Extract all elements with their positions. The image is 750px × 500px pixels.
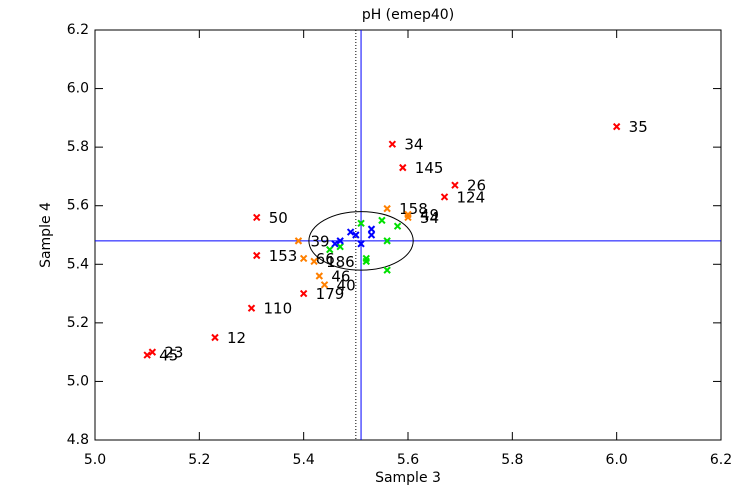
y-tick-label: 5.2	[67, 315, 89, 331]
point	[388, 140, 397, 148]
point	[367, 225, 376, 233]
point	[352, 231, 360, 239]
point-label: 110	[264, 300, 293, 318]
point	[331, 240, 339, 248]
point	[383, 266, 391, 274]
point	[357, 219, 365, 227]
y-axis-label: Sample 4	[38, 202, 54, 268]
point	[336, 243, 344, 251]
point-label: 145	[415, 159, 444, 177]
y-tick-label: 4.8	[67, 432, 89, 448]
point	[143, 351, 151, 359]
x-tick-label: 5.0	[84, 452, 106, 468]
point-label: 179	[316, 285, 345, 303]
point-label: 12	[227, 329, 246, 347]
point-label: 66	[316, 250, 335, 268]
point	[367, 231, 376, 239]
point-label: 39	[310, 232, 329, 250]
point	[310, 257, 318, 266]
x-tick-label: 5.6	[397, 452, 419, 468]
point	[404, 213, 412, 222]
point	[299, 254, 308, 263]
y-tick-label: 5.6	[67, 198, 89, 214]
y-tick-label: 6.0	[67, 81, 89, 97]
point	[336, 237, 344, 245]
y-tick-label: 5.0	[67, 373, 89, 389]
x-tick-label: 5.2	[188, 452, 210, 468]
point	[383, 204, 391, 213]
x-tick-label: 5.4	[293, 452, 315, 468]
point-label: 186	[326, 253, 355, 271]
point-label: 45	[159, 347, 178, 365]
point-label: 35	[629, 118, 648, 136]
x-tick-label: 5.8	[501, 452, 523, 468]
y-tick-label: 5.8	[67, 139, 89, 155]
point-label: 26	[467, 177, 486, 195]
point	[148, 348, 157, 356]
point	[393, 222, 402, 230]
point	[247, 304, 256, 312]
point-label: 50	[269, 209, 288, 227]
point-label: 40	[337, 276, 356, 294]
point	[294, 237, 303, 245]
point	[362, 257, 370, 266]
point	[357, 240, 365, 248]
point	[399, 163, 407, 172]
point	[378, 216, 386, 225]
plot-frame	[94, 29, 722, 441]
point-label: 34	[404, 136, 423, 154]
point-label: 49	[420, 206, 439, 224]
x-tick-label: 6.2	[710, 452, 732, 468]
y-tick-label: 5.4	[67, 256, 89, 272]
point-label: 46	[331, 268, 350, 286]
chart-title: pH (emep40)	[362, 7, 454, 23]
point	[299, 289, 308, 298]
point	[326, 245, 334, 254]
x-tick-label: 6.0	[606, 452, 628, 468]
point-label: 23	[164, 344, 183, 362]
x-axis-label: Sample 3	[375, 470, 441, 486]
point	[253, 251, 261, 260]
spread-ellipse	[308, 211, 414, 271]
point	[612, 122, 621, 131]
point	[211, 333, 219, 342]
y-tick-label: 6.2	[67, 22, 89, 38]
point-label: 54	[420, 209, 439, 227]
point	[440, 193, 449, 201]
point	[346, 228, 355, 236]
point	[253, 213, 261, 222]
point	[315, 272, 324, 280]
point-label: 124	[457, 188, 486, 206]
point-label: 153	[269, 247, 298, 265]
point	[320, 281, 329, 289]
point	[451, 181, 459, 189]
point	[383, 237, 391, 245]
